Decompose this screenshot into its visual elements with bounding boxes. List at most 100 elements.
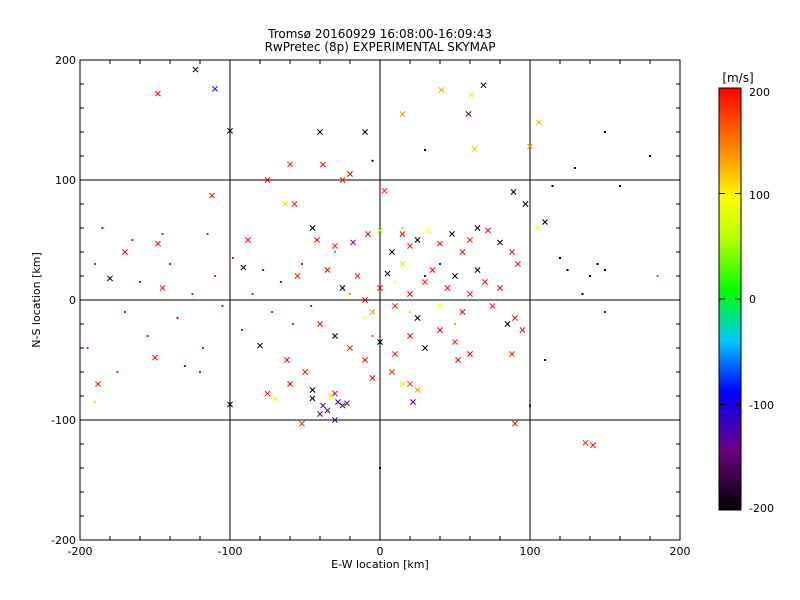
data-point-x-stroke bbox=[287, 381, 293, 387]
data-point-x-stroke bbox=[332, 417, 338, 423]
data-point-dot bbox=[301, 263, 303, 265]
data-point-x bbox=[350, 239, 356, 246]
data-point-x-stroke bbox=[309, 395, 316, 402]
data-point-x bbox=[425, 227, 431, 234]
data-point-x-stroke bbox=[209, 192, 215, 199]
data-point-x-stroke bbox=[159, 285, 166, 291]
data-point-x bbox=[347, 171, 353, 177]
data-point-x bbox=[465, 111, 472, 117]
data-point-x bbox=[452, 339, 458, 345]
data-point-x-stroke bbox=[324, 267, 331, 273]
data-point-x bbox=[362, 357, 368, 363]
data-point-x bbox=[365, 231, 371, 237]
data-point-x-stroke bbox=[227, 127, 233, 134]
data-point-x bbox=[474, 225, 481, 231]
data-point-x bbox=[480, 82, 487, 89]
data-point-x bbox=[509, 249, 515, 255]
data-point-x-stroke bbox=[264, 390, 271, 397]
data-point-x bbox=[522, 201, 529, 207]
data-point-x-stroke bbox=[392, 303, 398, 309]
data-point-x bbox=[317, 411, 323, 417]
data-point-dot bbox=[232, 257, 234, 259]
data-point-x bbox=[455, 357, 461, 363]
data-point-x-stroke bbox=[407, 243, 413, 249]
data-point-x-stroke bbox=[407, 333, 413, 339]
data-point-x bbox=[497, 239, 503, 246]
data-point-x-stroke bbox=[339, 402, 346, 409]
data-point-x-stroke bbox=[227, 401, 233, 408]
data-point-x bbox=[339, 402, 346, 409]
data-point-x bbox=[399, 381, 406, 387]
data-point-x-stroke bbox=[320, 402, 326, 409]
data-point-x-stroke bbox=[422, 345, 428, 351]
data-point-x bbox=[482, 279, 488, 285]
data-point-x-stroke bbox=[467, 291, 473, 297]
data-point-x-stroke bbox=[122, 249, 128, 255]
data-point-x-stroke bbox=[482, 279, 488, 285]
data-point-x bbox=[422, 279, 428, 285]
data-point-x-stroke bbox=[347, 345, 353, 351]
y-tick-label: 0 bbox=[69, 294, 76, 307]
data-point-x bbox=[320, 402, 326, 409]
data-point-x-stroke bbox=[317, 129, 323, 135]
data-point-x-stroke bbox=[449, 231, 455, 237]
data-point-x-stroke bbox=[339, 285, 346, 291]
data-point-x-stroke bbox=[399, 111, 406, 117]
data-point-x bbox=[332, 333, 338, 339]
data-point-x bbox=[314, 237, 320, 243]
axis-ticks bbox=[79, 59, 681, 541]
data-point-x-stroke bbox=[489, 303, 496, 309]
data-point-x-stroke bbox=[309, 387, 316, 393]
data-point-dot bbox=[454, 323, 456, 325]
data-point-x-stroke bbox=[362, 129, 368, 135]
data-point-x bbox=[327, 393, 334, 399]
data-point-dot bbox=[214, 275, 216, 277]
data-point-x bbox=[309, 225, 316, 231]
data-point-x-stroke bbox=[192, 66, 199, 73]
data-point-dot bbox=[334, 251, 336, 253]
data-point-x-stroke bbox=[299, 420, 305, 427]
data-point-dot bbox=[596, 263, 599, 265]
data-point-x-stroke bbox=[264, 177, 271, 183]
data-point-dot bbox=[101, 227, 104, 229]
data-point-x bbox=[509, 351, 515, 357]
data-point-dot bbox=[364, 317, 366, 319]
data-point-x-stroke bbox=[332, 243, 338, 249]
data-point-x bbox=[512, 315, 518, 321]
data-point-x-stroke bbox=[245, 237, 251, 243]
data-point-x bbox=[399, 231, 406, 237]
data-point-x bbox=[437, 327, 443, 333]
data-point-x-stroke bbox=[392, 351, 398, 357]
data-point-x-stroke bbox=[459, 309, 466, 315]
data-point-x bbox=[527, 143, 533, 150]
data-point-dot bbox=[191, 293, 194, 295]
data-point-x-stroke bbox=[444, 285, 451, 291]
data-point-dot bbox=[559, 257, 561, 259]
data-point-x-stroke bbox=[468, 91, 475, 98]
data-point-dot bbox=[94, 263, 96, 265]
data-point-x bbox=[399, 261, 406, 267]
data-point-x bbox=[392, 303, 398, 309]
data-point-dot bbox=[202, 347, 204, 349]
data-point-dot bbox=[581, 293, 584, 295]
data-point-x-stroke bbox=[452, 339, 458, 345]
data-point-x bbox=[155, 90, 161, 97]
data-point-x-stroke bbox=[155, 90, 161, 97]
data-point-x bbox=[227, 127, 233, 134]
data-point-x-stroke bbox=[407, 291, 413, 297]
data-point-x bbox=[485, 227, 491, 234]
colorbar-tick-label: -200 bbox=[749, 502, 774, 515]
data-point-x bbox=[212, 85, 218, 92]
data-point-x bbox=[287, 161, 293, 168]
data-point-dot bbox=[409, 311, 411, 313]
data-point-x bbox=[410, 399, 416, 405]
data-point-x bbox=[302, 369, 308, 375]
data-point-x bbox=[399, 111, 406, 117]
data-point-x-stroke bbox=[474, 225, 481, 231]
data-point-x-stroke bbox=[95, 381, 101, 387]
data-point-dot bbox=[241, 329, 243, 331]
data-point-x bbox=[362, 129, 368, 135]
grid-lines bbox=[80, 60, 680, 540]
data-point-x-stroke bbox=[527, 143, 533, 150]
data-point-x-stroke bbox=[365, 231, 371, 237]
